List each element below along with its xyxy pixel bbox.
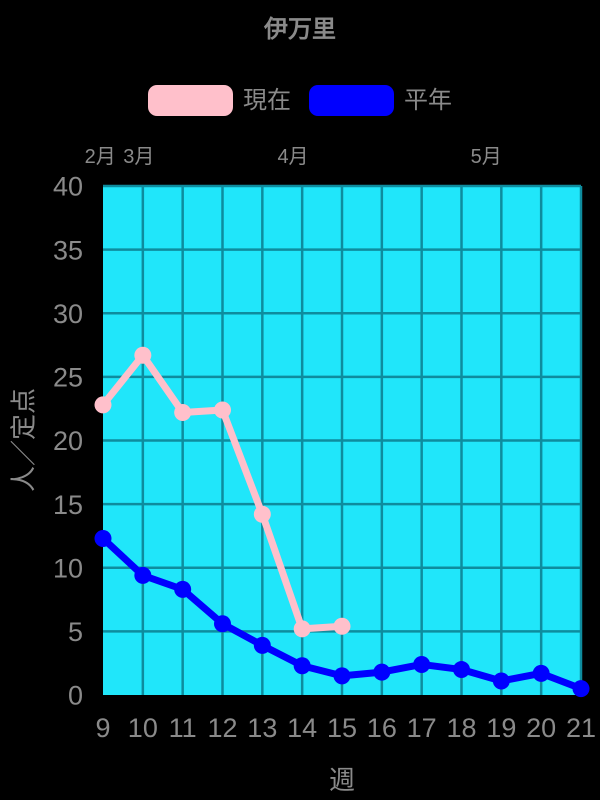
month-label: 5月 <box>471 146 502 168</box>
legend: 現在 平年 <box>0 85 600 116</box>
x-tick-label: 18 <box>446 713 476 743</box>
month-label: 3月 <box>123 146 154 168</box>
data-point-normal <box>532 664 550 682</box>
data-point-normal <box>413 655 431 673</box>
x-tick-label: 16 <box>367 713 397 743</box>
x-tick-label: 20 <box>526 713 556 743</box>
data-point-normal <box>293 657 311 675</box>
legend-item-normal: 平年 <box>309 85 452 116</box>
data-point-normal <box>94 529 112 547</box>
data-point-current <box>293 620 311 638</box>
data-point-current <box>94 396 112 414</box>
data-point-normal <box>134 566 152 584</box>
x-tick-label: 10 <box>128 713 158 743</box>
x-tick-label: 9 <box>95 713 110 743</box>
y-tick-label: 30 <box>53 299 83 329</box>
y-tick-label: 0 <box>68 681 83 711</box>
x-axis-title: 週 <box>328 765 356 795</box>
x-tick-label: 13 <box>247 713 277 743</box>
legend-item-current: 現在 <box>148 85 291 116</box>
x-tick-label: 12 <box>207 713 237 743</box>
month-label: 2月 <box>85 146 116 168</box>
x-tick-label: 19 <box>486 713 516 743</box>
x-tick-label: 11 <box>169 713 197 743</box>
current-series-swatch <box>148 85 233 116</box>
month-label: 4月 <box>277 146 308 168</box>
x-tick-label: 17 <box>407 713 437 743</box>
legend-label-normal: 平年 <box>404 87 452 114</box>
y-tick-label: 35 <box>53 235 83 265</box>
x-tick-label: 15 <box>327 713 357 743</box>
data-point-normal <box>492 672 510 690</box>
y-axis-title: 人／定点 <box>8 387 39 493</box>
y-tick-label: 5 <box>68 617 83 647</box>
data-point-current <box>214 401 231 419</box>
data-point-normal <box>253 636 271 654</box>
normal-series-swatch <box>309 85 394 116</box>
y-tick-label: 15 <box>53 490 83 520</box>
y-tick-label: 25 <box>53 363 83 393</box>
data-point-normal <box>174 580 192 598</box>
chart-title: 伊万里 <box>264 16 336 43</box>
data-point-normal <box>333 667 351 685</box>
data-point-current <box>333 617 351 635</box>
x-tick-label: 14 <box>287 713 317 743</box>
data-point-normal <box>453 661 470 679</box>
legend-label-current: 現在 <box>243 87 291 114</box>
y-tick-label: 40 <box>53 172 83 202</box>
data-point-current <box>253 505 271 523</box>
data-point-current <box>174 404 192 422</box>
x-tick-label: 21 <box>566 713 596 743</box>
y-tick-label: 10 <box>53 553 83 583</box>
data-point-normal <box>373 663 391 681</box>
data-point-normal <box>572 680 590 698</box>
y-tick-label: 20 <box>53 426 83 456</box>
data-point-current <box>134 346 152 364</box>
data-point-normal <box>214 615 231 633</box>
